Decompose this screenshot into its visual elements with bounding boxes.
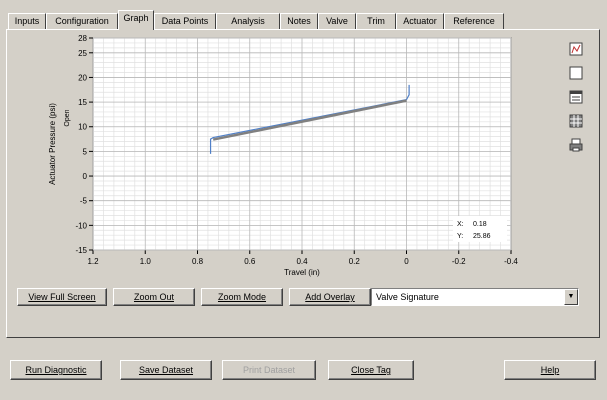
grid-icon[interactable] xyxy=(569,114,583,128)
print-icon[interactable] xyxy=(569,138,583,152)
y-tick-label: -5 xyxy=(80,197,88,206)
close-tag-button[interactable]: Close Tag xyxy=(328,360,414,380)
y-tick-label: 5 xyxy=(83,147,88,156)
y-tick-label: 10 xyxy=(78,123,87,132)
x-tick-label: 0.6 xyxy=(244,257,256,266)
tab-valve[interactable]: Valve xyxy=(318,13,356,29)
chart-select-icon[interactable] xyxy=(569,42,583,56)
series-line-2 xyxy=(212,99,407,141)
x-tick-label: 0.4 xyxy=(296,257,308,266)
zoom-mode-button[interactable]: Zoom Mode xyxy=(201,288,283,306)
help-button[interactable]: Help xyxy=(504,360,596,380)
travel-pressure-chart[interactable]: 1.2 1.0 0.8 0.6 0.4 0.2 0 -0.2 -0.4 28 25 20 15 10 5 0 -… xyxy=(7,30,601,339)
y-tick-label: 20 xyxy=(78,73,87,82)
tab-graph[interactable]: Graph xyxy=(118,10,154,30)
x-tick-label: 1.0 xyxy=(140,257,152,266)
y-tick-label: 15 xyxy=(78,98,87,107)
y-tick-label: 25 xyxy=(78,49,87,58)
readout-x-label: X: xyxy=(457,221,464,228)
y-tick-label: -10 xyxy=(75,221,87,230)
graph-type-select[interactable]: Valve Signature ▼ xyxy=(371,288,579,306)
view-full-screen-button[interactable]: View Full Screen xyxy=(17,288,107,306)
chevron-down-icon[interactable]: ▼ xyxy=(564,289,578,305)
readout-y-label: Y: xyxy=(457,233,463,240)
table-icon[interactable] xyxy=(569,90,583,104)
run-diagnostic-button[interactable]: Run Diagnostic xyxy=(10,360,102,380)
tab-bar: Inputs Configuration Graph Data Points Analy… xyxy=(6,10,600,30)
x-tick-label: -0.4 xyxy=(504,257,518,266)
tab-analysis[interactable]: Analysis xyxy=(216,13,280,29)
series-line-1 xyxy=(209,84,410,154)
save-dataset-button[interactable]: Save Dataset xyxy=(120,360,212,380)
tab-reference[interactable]: Reference xyxy=(444,13,504,29)
tab-actuator[interactable]: Actuator xyxy=(396,13,444,29)
blank-icon[interactable] xyxy=(569,66,583,80)
readout-box xyxy=(453,216,507,242)
open-label: Open xyxy=(64,109,71,126)
x-axis-label: Travel (in) xyxy=(284,268,320,277)
tab-inputs[interactable]: Inputs xyxy=(8,13,46,29)
x-tick-label: 1.2 xyxy=(87,257,99,266)
x-tick-label: 0.2 xyxy=(349,257,361,266)
y-tick-label: -15 xyxy=(75,246,87,255)
graph-type-value: Valve Signature xyxy=(376,292,439,302)
x-tick-label: 0.8 xyxy=(192,257,204,266)
tab-trim[interactable]: Trim xyxy=(356,13,396,29)
readout-x-value: 0.18 xyxy=(473,221,487,228)
tab-data-points[interactable]: Data Points xyxy=(154,13,216,29)
tab-notes[interactable]: Notes xyxy=(280,13,318,29)
y-tick-label: 0 xyxy=(83,172,88,181)
graph-panel: 1.2 1.0 0.8 0.6 0.4 0.2 0 -0.2 -0.4 28 25 20 15 10 5 0 -… xyxy=(6,29,600,338)
readout-y-value: 25.86 xyxy=(473,233,491,240)
y-tick-label: 28 xyxy=(78,34,87,43)
y-axis-label: Actuator Pressure (psi) xyxy=(48,103,57,185)
zoom-out-button[interactable]: Zoom Out xyxy=(113,288,195,306)
print-dataset-button: Print Dataset xyxy=(222,360,316,380)
tab-configuration[interactable]: Configuration xyxy=(46,13,118,29)
x-tick-label: 0 xyxy=(404,257,409,266)
x-tick-label: -0.2 xyxy=(452,257,466,266)
add-overlay-button[interactable]: Add Overlay xyxy=(289,288,371,306)
